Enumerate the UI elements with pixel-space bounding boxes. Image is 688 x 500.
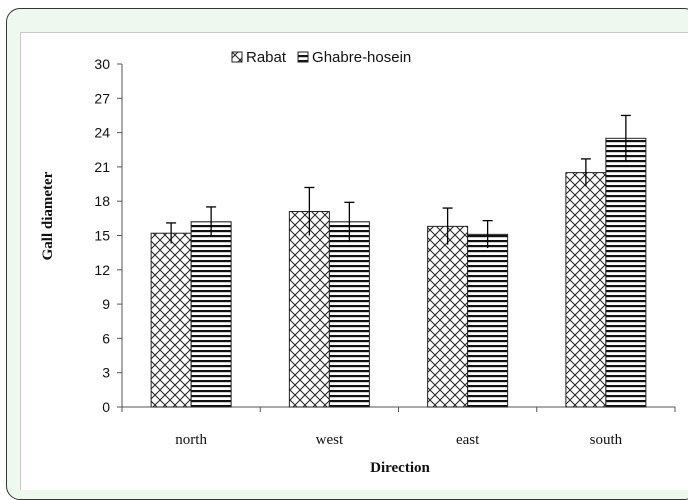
y-tick-label: 18 [94, 193, 110, 209]
y-tick-label: 0 [102, 399, 110, 415]
legend-swatch-ghabre-hosein [297, 51, 309, 63]
y-tick-label: 24 [94, 125, 110, 141]
bar-ghabre-hosein-west [328, 221, 370, 408]
bar-rabat-west [288, 210, 330, 408]
x-category-label: north [175, 432, 207, 448]
y-axis-title: Gall diameter [40, 171, 56, 260]
bar-rabat-east [427, 225, 469, 408]
x-category-label: west [316, 432, 344, 448]
x-axis-title: Direction [370, 460, 430, 476]
x-category-label: east [456, 432, 480, 448]
y-tick-label: 30 [94, 56, 110, 72]
y-tick-label: 6 [102, 330, 110, 346]
bar-ghabre-hosein-east [467, 233, 509, 408]
bar-ghabre-hosein-north [190, 221, 232, 408]
y-tick-label: 15 [94, 228, 110, 244]
bar-rabat-south [565, 172, 607, 408]
y-tick-label: 9 [102, 296, 110, 312]
x-category-label: south [590, 432, 623, 448]
bar-rabat-north [150, 232, 192, 408]
legend-swatch-rabat [231, 51, 243, 63]
y-tick-label: 27 [94, 90, 110, 106]
legend-label-rabat: Rabat [246, 49, 287, 66]
legend-label-ghabre-hosein: Ghabre-hosein [312, 49, 411, 66]
y-tick-label: 21 [94, 159, 110, 175]
bar-ghabre-hosein-south [605, 137, 647, 408]
y-tick-label: 12 [94, 262, 110, 278]
y-tick-label: 3 [102, 365, 110, 381]
bar-chart: 0 3 6 9 12 15 18 21 24 27 30 north west east south Rab… [40, 49, 676, 476]
